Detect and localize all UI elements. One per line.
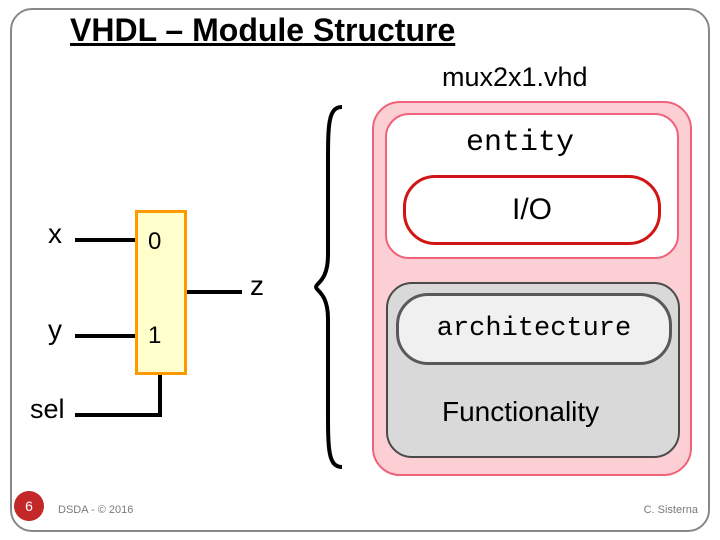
wire-sel-vertical — [158, 375, 162, 417]
signal-x-label: x — [48, 218, 62, 250]
wire-x — [75, 238, 135, 242]
slide-title: VHDL – Module Structure — [70, 12, 455, 49]
footer-copyright: DSDA - © 2016 — [58, 504, 133, 516]
file-name-label: mux2x1.vhd — [442, 62, 588, 93]
footer-author: C. Sisterna — [644, 504, 698, 516]
wire-y — [75, 334, 135, 338]
io-pill: I/O — [403, 175, 661, 245]
mux-port-0-label: 0 — [148, 228, 161, 256]
wire-z — [187, 290, 242, 294]
architecture-keyword: architecture — [437, 314, 631, 344]
io-label: I/O — [512, 193, 552, 227]
functionality-label: Functionality — [442, 396, 599, 428]
entity-keyword: entity — [466, 126, 574, 160]
architecture-pill: architecture — [396, 293, 672, 365]
signal-z-label: z — [250, 270, 264, 302]
page-number-badge: 6 — [14, 491, 44, 521]
signal-y-label: y — [48, 314, 62, 346]
brace-icon — [314, 105, 350, 469]
mux-port-1-label: 1 — [148, 322, 161, 350]
wire-sel-horizontal — [75, 413, 162, 417]
page-number: 6 — [25, 498, 33, 514]
signal-sel-label: sel — [30, 394, 65, 425]
